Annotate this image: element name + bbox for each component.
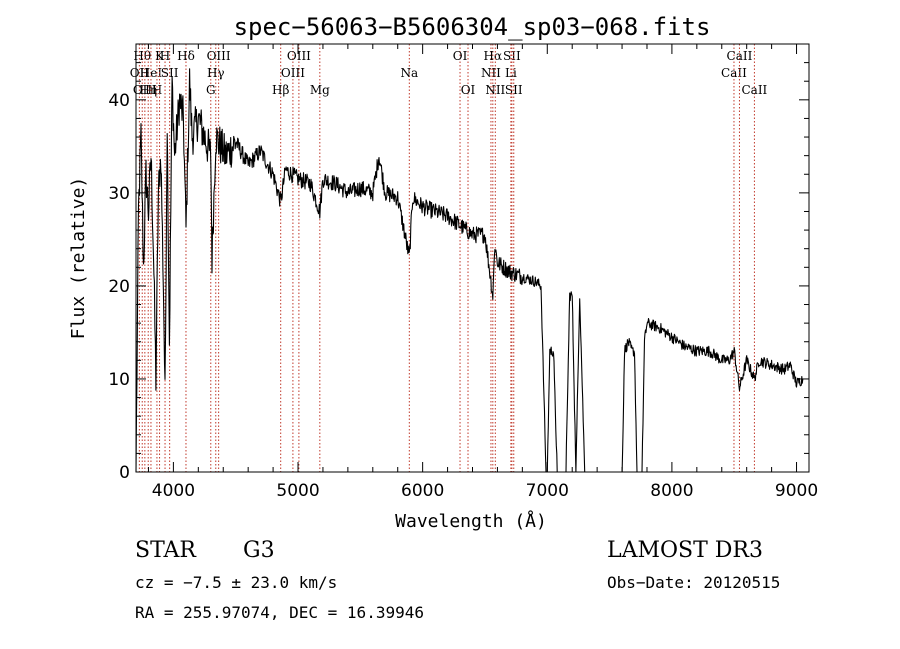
spectral-line-label-8: SII: [161, 66, 179, 80]
spectral-line-label-15: OIII: [287, 49, 311, 63]
observation-date: Obs−Date: 20120515: [607, 573, 781, 592]
x-tick-label-5: 9000: [775, 481, 818, 501]
spectral-line-label-24: SII: [505, 83, 523, 97]
spectral-line-label-14: OIII: [281, 66, 305, 80]
x-tick-label-3: 7000: [526, 481, 569, 501]
plot-frame: [135, 43, 810, 473]
spectral-line-label-27: CaII: [727, 49, 753, 63]
spectral-line-label-12: OIII: [207, 49, 231, 63]
spectral-subclass: G3: [243, 538, 275, 563]
spectral-line-label-3: Hη: [139, 83, 157, 97]
axis-labels: Wavelength (Å) Flux (relative): [68, 177, 547, 532]
y-tick-label-1: 10: [108, 370, 130, 390]
spectral-line-label-23: SII: [503, 49, 521, 63]
y-tick-label-4: 40: [108, 91, 130, 111]
spectral-line-label-21: Hα: [484, 49, 503, 63]
redshift-velocity: cz = −7.5 ± 23.0 km/s: [135, 573, 338, 592]
survey-name: LAMOST DR3: [607, 538, 763, 563]
x-axis-label: Wavelength (Å): [395, 510, 547, 532]
spectral-line-label-17: Na: [400, 66, 418, 80]
spectrum-line: [135, 68, 804, 473]
spectral-line-label-25: Li: [505, 66, 517, 80]
spectral-line-label-13: Hβ: [272, 83, 289, 97]
spectral-line-label-16: Mg: [310, 83, 330, 97]
spectral-line-label-10: G: [206, 83, 216, 97]
coordinates: RA = 255.97074, DEC = 16.39946: [135, 603, 424, 622]
x-tick-label-2: 6000: [401, 481, 444, 501]
spectral-line-label-11: Hγ: [207, 66, 225, 80]
y-tick-label-0: 0: [119, 463, 130, 483]
y-tick-label-2: 20: [108, 277, 130, 297]
spectral-line-label-19: OI: [461, 83, 476, 97]
spectral-line-label-5: H: [152, 83, 162, 97]
spectral-line-label-9: Hδ: [177, 49, 195, 63]
spectral-line-label-22: NII: [485, 83, 505, 97]
spectral-line-markers: OIIHθOIIIHηHeIHKHSIIHδGHγOIIIHβOIIIOIIIM…: [130, 44, 768, 472]
flux-series: [135, 68, 804, 473]
spectral-line-label-26: CaII: [721, 66, 747, 80]
spectral-line-label-6: K: [155, 49, 165, 63]
spectral-line-label-1: Hθ: [133, 49, 151, 63]
x-tick-label-1: 5000: [276, 481, 319, 501]
spectral-line-label-20: NII: [481, 66, 501, 80]
spectral-line-label-7: H: [160, 49, 170, 63]
x-tick-label-0: 4000: [152, 481, 195, 501]
spectral-line-label-18: OI: [453, 49, 468, 63]
spectral-line-label-28: CaII: [741, 83, 767, 97]
chart-title: spec−56063−B5606304_sp03−068.fits: [234, 13, 711, 41]
y-axis-label: Flux (relative): [68, 177, 89, 340]
plot-axes: 4000 5000 6000 7000 8000 9000 0 10 20 30 40: [108, 43, 818, 501]
x-tick-label-4: 8000: [650, 481, 693, 501]
spectral-line-label-4: HeI: [140, 66, 163, 80]
object-type: STAR: [135, 538, 196, 563]
y-tick-label-3: 30: [108, 184, 130, 204]
